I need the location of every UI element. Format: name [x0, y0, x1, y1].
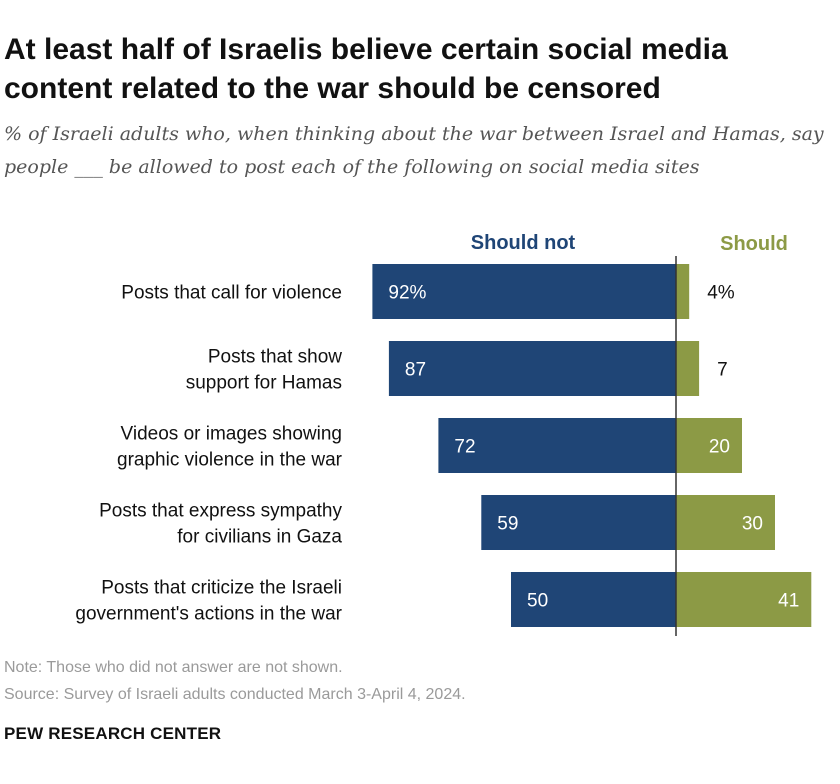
value-label-should: 7 — [717, 360, 728, 381]
value-label-should-not: 92% — [388, 283, 426, 304]
category-label: for civilians in Gaza — [177, 527, 342, 548]
bar-should-not — [388, 341, 676, 396]
value-label-should: 41 — [778, 591, 799, 612]
category-label: graphic violence in the war — [117, 450, 343, 471]
bar-should — [676, 572, 812, 627]
category-label: Posts that call for violence — [121, 283, 342, 304]
bar-should-not — [372, 264, 676, 319]
chart-subtitle: % of Israeli adults who, when thinking a… — [4, 123, 824, 178]
bar-should-not — [481, 495, 676, 550]
category-label: Posts that express sympathy — [99, 501, 342, 522]
legend-should: Should — [720, 233, 788, 255]
bar-should-not — [438, 418, 676, 473]
note-text: Note: Those who did not answer are not s… — [4, 659, 343, 676]
value-label-should-not: 50 — [527, 591, 548, 612]
value-label-should-not: 72 — [454, 437, 475, 458]
category-label: support for Hamas — [186, 373, 342, 394]
bar-should — [676, 418, 742, 473]
value-label-should-not: 87 — [405, 360, 426, 381]
category-label: Posts that criticize the Israeli — [101, 578, 342, 599]
bar-should — [676, 264, 690, 319]
value-label-should: 20 — [709, 437, 730, 458]
chart-title: At least half of Israelis believe certai… — [4, 33, 728, 105]
value-label-should: 4% — [707, 283, 735, 304]
value-label-should: 30 — [742, 514, 763, 535]
source-text: Source: Survey of Israeli adults conduct… — [4, 686, 466, 703]
value-label-should-not: 59 — [497, 514, 518, 535]
bar-should — [676, 495, 775, 550]
bar-should-not — [511, 572, 676, 627]
legend-should-not: Should not — [471, 232, 576, 254]
category-label: government's actions in the war — [75, 604, 342, 625]
category-label: Videos or images showing — [121, 424, 342, 445]
pew-logo-text: PEW RESEARCH CENTER — [4, 724, 222, 743]
bar-should — [676, 341, 700, 396]
category-label: Posts that show — [208, 347, 342, 368]
